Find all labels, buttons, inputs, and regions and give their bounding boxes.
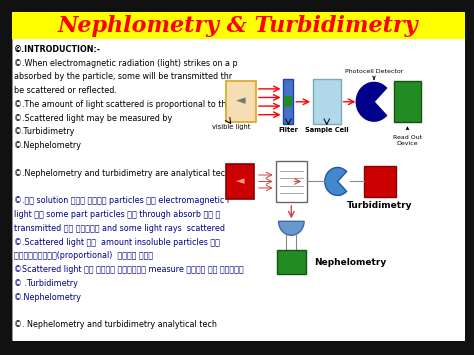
Text: © .Turbidimetry: © .Turbidimetry — [14, 279, 78, 288]
Text: ©.Nephelometry: ©.Nephelometry — [14, 293, 82, 302]
Text: ©.Scattered light may be measured by: ©.Scattered light may be measured by — [14, 114, 172, 122]
Text: ©. Nephelometry and turbidimetry analytical tech: ©. Nephelometry and turbidimetry analyti… — [14, 320, 217, 329]
Text: समानुपाती(proportional)  होता है।: समानुपाती(proportional) होता है। — [14, 251, 153, 261]
Bar — [227, 164, 254, 199]
Text: ©.जब solution में किसी particles पर electromagnetic r: ©.जब solution में किसी particles पर elec… — [14, 196, 230, 205]
Text: ©.Turbidimetry: ©.Turbidimetry — [14, 127, 75, 136]
Text: Filter: Filter — [278, 126, 298, 132]
Text: Turbidimetry: Turbidimetry — [347, 201, 413, 210]
Wedge shape — [356, 82, 386, 121]
Bar — [364, 166, 396, 197]
Text: ©.Nephelometry and turbidimetry are analytical techn: ©.Nephelometry and turbidimetry are anal… — [14, 169, 235, 178]
Text: transmitted हो जाएगा and some light rays  scattered: transmitted हो जाएगा and some light rays… — [14, 224, 225, 233]
Bar — [394, 81, 421, 122]
Text: Nephelometry: Nephelometry — [314, 258, 386, 267]
Wedge shape — [279, 221, 304, 235]
Text: ©Scattered light को इनके द्वारा measure किया जा सकता।: ©Scattered light को इनके द्वारा measure … — [14, 265, 244, 274]
Text: ◄: ◄ — [236, 176, 245, 186]
Text: Nephlometry & Turbidimetry: Nephlometry & Turbidimetry — [58, 15, 419, 37]
Text: be scattered or reflected.: be scattered or reflected. — [14, 86, 117, 95]
Text: ©.The amount of light scattered is proportional to the c: ©.The amount of light scattered is propo… — [14, 100, 238, 109]
Text: Sample Cell: Sample Cell — [305, 126, 348, 132]
Text: light का some part particles के through absorb कर ह: light का some part particles के through … — [14, 210, 220, 219]
Text: ©.Scattered light का  amount insoluble particles के: ©.Scattered light का amount insoluble pa… — [14, 237, 219, 247]
Bar — [283, 79, 293, 124]
Bar — [284, 97, 292, 107]
Text: ©.When electromagnetic radiation (light) strikes on a p: ©.When electromagnetic radiation (light)… — [14, 59, 237, 67]
Bar — [276, 250, 306, 274]
Bar — [227, 81, 256, 122]
Text: visible light: visible light — [212, 124, 250, 130]
Bar — [12, 12, 465, 39]
Wedge shape — [325, 168, 346, 196]
Text: absorbed by the particle, some will be transmitted thr: absorbed by the particle, some will be t… — [14, 72, 232, 81]
Text: Photocell Detector: Photocell Detector — [345, 69, 403, 80]
Bar — [275, 161, 307, 202]
Text: ©.Nephelometry: ©.Nephelometry — [14, 141, 82, 150]
Text: ◄: ◄ — [237, 94, 246, 107]
Text: Read Out
Device: Read Out Device — [393, 127, 422, 146]
Bar — [313, 79, 340, 124]
Text: ©.INTRODUCTION:-: ©.INTRODUCTION:- — [14, 45, 101, 54]
